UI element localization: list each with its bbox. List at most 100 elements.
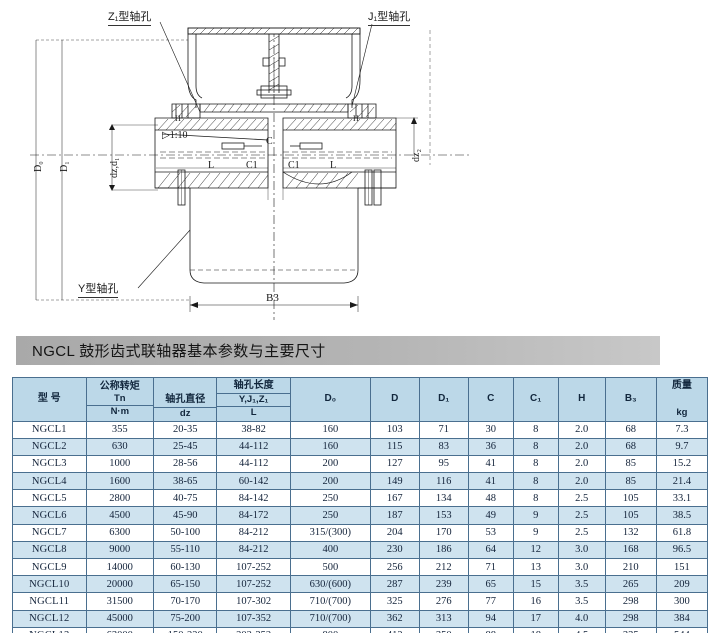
- th-bore-length-top: 轴孔长度: [233, 380, 274, 392]
- cell-H: 2.0: [557, 437, 606, 456]
- table-row: NGCL2 630 25-45 44-112 160 115 83 36 8 2…: [12, 437, 709, 456]
- cell-D1: 186: [418, 540, 469, 560]
- cell-C1: 16: [512, 592, 559, 611]
- cell-C1: 8: [512, 437, 559, 456]
- cell-dz: 65-150: [153, 575, 218, 594]
- cell-D1: 116: [418, 472, 469, 491]
- cell-torque: 355: [85, 420, 155, 439]
- cell-D: 204: [369, 523, 420, 542]
- cell-torque: 9000: [85, 540, 155, 560]
- cell-dz: 55-110: [153, 540, 218, 560]
- cell-H: 4.5: [557, 626, 606, 633]
- cell-H: 2.5: [557, 489, 606, 508]
- cell-D0: 315/(300): [289, 523, 371, 542]
- cell-L: 44-112: [216, 454, 291, 474]
- cell-model: NGCL8: [12, 540, 87, 560]
- cell-C: 48: [467, 489, 514, 508]
- cell-D: 127: [369, 454, 420, 474]
- y-bore-callout-label: Y型轴孔: [78, 280, 119, 298]
- cell-torque: 4500: [85, 506, 155, 525]
- cell-H: 3.0: [557, 558, 606, 577]
- th-B3-label: B₃: [624, 393, 637, 405]
- cell-H: 3.5: [557, 575, 606, 594]
- cell-D1: 134: [418, 489, 469, 508]
- th-bore-diameter: 轴孔直径 dz: [153, 377, 218, 422]
- th-model: 型 号: [12, 377, 87, 422]
- cell-L: 44-112: [216, 437, 291, 456]
- cell-torque: 1000: [85, 454, 155, 474]
- cell-mass: 209: [655, 575, 709, 594]
- cell-D1: 239: [418, 575, 469, 594]
- dimension-C1-left-label: C1: [246, 160, 258, 171]
- table-row: NGCL11 31500 70-170 107-302 710/(700) 32…: [12, 592, 709, 611]
- cell-B3: 132: [604, 523, 657, 542]
- dimension-taper-label: ▷1:10: [162, 130, 188, 141]
- cell-D1: 170: [418, 523, 469, 542]
- cell-C: 77: [467, 592, 514, 611]
- th-bore-length: 轴孔长度 Y,J₁,Z₁ L: [216, 377, 291, 422]
- cell-H: 3.5: [557, 592, 606, 611]
- cell-D: 362: [369, 609, 420, 628]
- dimension-dz2-label: dz₂: [411, 149, 422, 162]
- cell-dz: 75-200: [153, 609, 218, 628]
- cell-D1: 95: [418, 454, 469, 474]
- cell-mass: 9.7: [655, 437, 709, 456]
- section-title-text: NGCL 鼓形齿式联轴器基本参数与主要尺寸: [32, 343, 326, 360]
- cell-L: 84-212: [216, 523, 291, 542]
- table-row: NGCL3 1000 28-56 44-112 200 127 95 41 8 …: [12, 454, 709, 474]
- th-H: H: [557, 377, 606, 422]
- th-D0: D₀: [289, 377, 371, 422]
- spec-table-body: NGCL1 355 20-35 38-82 160 103 71 30 8 2.…: [12, 420, 709, 633]
- cell-C1: 13: [512, 558, 559, 577]
- cell-L: 107-352: [216, 609, 291, 628]
- th-D0-label: D₀: [324, 393, 337, 405]
- cell-D0: 250: [289, 506, 371, 525]
- cell-L: 84-172: [216, 506, 291, 525]
- table-row: NGCL10 20000 65-150 107-252 630/(600) 28…: [12, 575, 709, 594]
- cell-B3: 168: [604, 540, 657, 560]
- cell-model: NGCL11: [12, 592, 87, 611]
- cell-mass: 151: [655, 558, 709, 577]
- spec-table: 型 号 公称转矩 Tn N·m: [12, 377, 709, 633]
- cell-H: 2.0: [557, 454, 606, 474]
- cell-L: 107-302: [216, 592, 291, 611]
- cell-mass: 96.5: [655, 540, 709, 560]
- cell-B3: 298: [604, 609, 657, 628]
- cell-C1: 8: [512, 454, 559, 474]
- cell-D0: 710/(700): [289, 609, 371, 628]
- cell-dz: 45-90: [153, 506, 218, 525]
- cell-D: 230: [369, 540, 420, 560]
- cell-D0: 800: [289, 626, 371, 633]
- cell-D1: 313: [418, 609, 469, 628]
- cell-D: 103: [369, 420, 420, 439]
- cell-H: 3.0: [557, 540, 606, 560]
- dimension-D1-label: D₁: [59, 161, 70, 172]
- cell-L: 84-142: [216, 489, 291, 508]
- th-torque-top: 公称转矩: [99, 381, 140, 393]
- spec-table-container: 型 号 公称转矩 Tn N·m: [12, 377, 709, 633]
- cell-D: 187: [369, 506, 420, 525]
- table-row: NGCL12 45000 75-200 107-352 710/(700) 36…: [12, 609, 709, 628]
- cell-D: 287: [369, 575, 420, 594]
- cell-L: 38-82: [216, 420, 291, 439]
- cell-L: 107-252: [216, 558, 291, 577]
- dimension-H-left-label: H: [175, 114, 181, 123]
- table-row: NGCL7 6300 50-100 84-212 315/(300) 204 1…: [12, 523, 709, 542]
- th-D: D: [369, 377, 420, 422]
- dimension-L-left-label: L: [208, 160, 215, 171]
- cell-model: NGCL9: [12, 558, 87, 577]
- z1-bore-callout-label: Z₁型轴孔: [108, 8, 152, 26]
- cell-D: 256: [369, 558, 420, 577]
- cell-L: 202-352: [216, 626, 291, 633]
- th-H-label: H: [578, 393, 586, 405]
- cell-mass: 544: [655, 626, 709, 633]
- cell-model: NGCL1: [12, 420, 87, 439]
- cell-torque: 31500: [85, 592, 155, 611]
- th-C: C: [467, 377, 514, 422]
- cell-C1: 8: [512, 420, 559, 439]
- th-D-label: D: [391, 393, 399, 405]
- cell-D: 325: [369, 592, 420, 611]
- cell-C: 88: [467, 626, 514, 633]
